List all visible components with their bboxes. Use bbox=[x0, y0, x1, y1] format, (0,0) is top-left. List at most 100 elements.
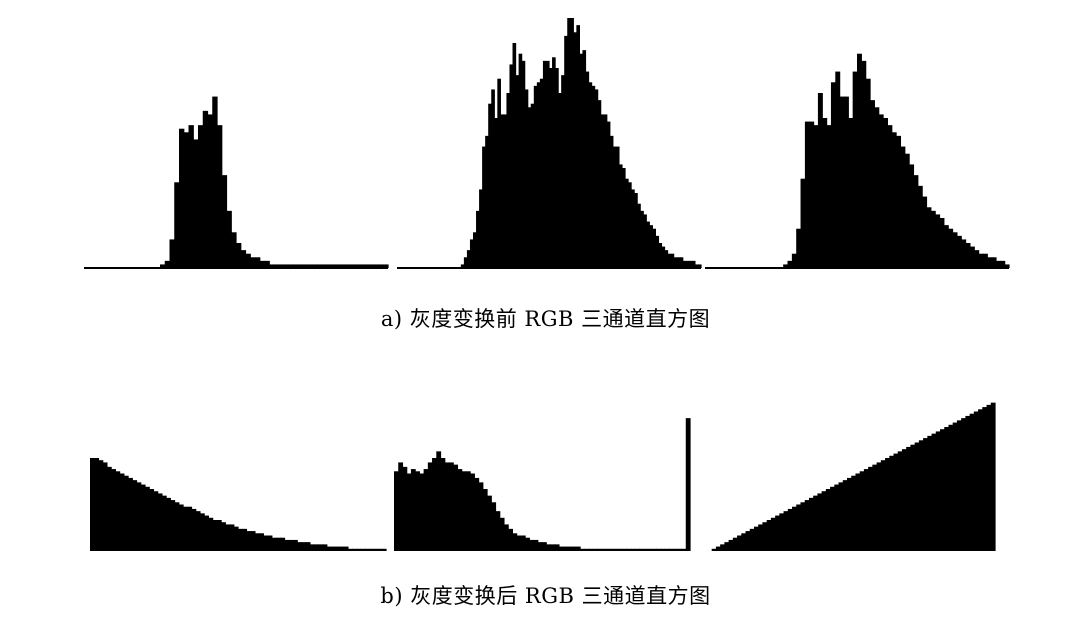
histogram-bar-panel-b-red-69 bbox=[381, 548, 387, 551]
histogram-bar-panel-b-red-9 bbox=[128, 477, 133, 551]
histogram-bar-panel-a-green-42 bbox=[524, 89, 529, 269]
histogram-bar-panel-b-green-32 bbox=[529, 539, 535, 551]
histogram-bar-panel-a-green-30 bbox=[488, 103, 492, 269]
histogram-bar-panel-b-blue-66 bbox=[978, 409, 983, 551]
histogram-bar-panel-a-blue-60 bbox=[965, 243, 971, 268]
histogram-bar-panel-b-green-65 bbox=[668, 548, 674, 551]
histogram-bar-panel-a-green-45 bbox=[533, 85, 538, 268]
histogram-bar-panel-a-green-48 bbox=[542, 60, 547, 268]
histogram-bar-panel-a-red-46 bbox=[302, 264, 308, 268]
histogram-bar-panel-a-red-34 bbox=[245, 253, 251, 268]
histogram-bar-panel-a-blue-29 bbox=[830, 82, 836, 268]
histogram-bar-panel-a-green-38 bbox=[512, 43, 517, 268]
histogram-bar-panel-a-red-45 bbox=[297, 264, 304, 268]
histogram-bar-panel-b-red-23 bbox=[187, 506, 193, 551]
histogram-bar-panel-a-red-17 bbox=[164, 260, 171, 268]
histogram-bar-panel-b-green-17 bbox=[465, 471, 471, 551]
histogram-bar-panel-a-blue-32 bbox=[843, 96, 849, 268]
histogram-bar-panel-b-green-21 bbox=[482, 489, 488, 551]
histogram-bar-panel-b-blue-69 bbox=[990, 402, 996, 551]
histogram-bar-panel-b-green-5 bbox=[415, 471, 420, 551]
histogram-bar-panel-b-green-58 bbox=[639, 548, 645, 551]
histogram-bar-panel-a-green-36 bbox=[506, 93, 511, 268]
histogram-bar-panel-a-blue-67 bbox=[995, 260, 1001, 268]
histogram-bar-panel-b-green-12 bbox=[444, 462, 450, 551]
histogram-bar-panel-a-red-48 bbox=[312, 264, 318, 268]
histogram-bar-panel-b-green-40 bbox=[563, 546, 568, 551]
histogram-bar-panel-b-red-37 bbox=[246, 531, 252, 551]
histogram-bar-panel-a-red-51 bbox=[326, 264, 332, 268]
histogram-bar-panel-a-green-93 bbox=[679, 257, 684, 268]
histogram-bar-panel-b-green-27 bbox=[508, 528, 513, 551]
histogram-bar-panel-b-blue-45 bbox=[889, 455, 895, 551]
histogram-bar-panel-b-green-16 bbox=[461, 471, 467, 551]
histogram-bar-panel-a-blue-41 bbox=[883, 118, 888, 268]
histogram-bar-panel-a-green-72 bbox=[615, 146, 620, 268]
histogram-bar-panel-a-red-22 bbox=[188, 125, 194, 268]
histogram-bar-panel-b-red-15 bbox=[153, 491, 159, 551]
histogram-bar-panel-b-red-11 bbox=[136, 482, 142, 551]
histogram-bar-panel-b-red-46 bbox=[284, 539, 290, 551]
histogram-bar-panel-b-red-68 bbox=[377, 548, 383, 551]
histogram-bar-panel-b-green-8 bbox=[427, 462, 433, 551]
histogram-bar-panel-a-green-62 bbox=[585, 71, 590, 268]
histogram-bar-panel-b-green-30 bbox=[520, 535, 526, 551]
histogram-bar-panel-b-blue-40 bbox=[868, 466, 873, 551]
histogram-bar-panel-b-red-27 bbox=[204, 515, 209, 551]
histogram-bar-panel-b-red-58 bbox=[335, 546, 341, 551]
histogram-bar-panel-a-red-43 bbox=[288, 264, 294, 268]
histogram-bar-panel-b-green-66 bbox=[673, 548, 678, 551]
histogram-bar-panel-b-red-14 bbox=[149, 489, 155, 551]
histogram-bar-panel-b-green-28 bbox=[512, 533, 518, 551]
histogram-bar-panel-a-red-57 bbox=[354, 264, 361, 268]
histogram-bar-panel-b-green-53 bbox=[618, 548, 623, 551]
histogram-bar-panel-a-red-18 bbox=[169, 239, 175, 268]
histogram-bar-panel-a-blue-52 bbox=[930, 210, 936, 268]
histogram-bar-panel-a-green-32 bbox=[494, 118, 498, 268]
histogram-bar-panel-a-green-83 bbox=[649, 225, 653, 268]
histogram-bar-panel-b-blue-39 bbox=[863, 469, 869, 551]
histogram-bar-panel-b-red-39 bbox=[254, 533, 260, 551]
histogram-bar-panel-a-green-59 bbox=[576, 25, 580, 268]
histogram-bar-panel-a-blue-19 bbox=[787, 260, 793, 268]
histogram-bar-panel-b-blue-68 bbox=[986, 404, 992, 551]
histogram-bar-panel-b-green-55 bbox=[626, 548, 632, 551]
histogram-bar-panel-b-green-62 bbox=[656, 548, 661, 551]
histogram-bar-panel-a-green-97 bbox=[691, 260, 696, 268]
histogram-bar-panel-a-blue-62 bbox=[974, 250, 980, 268]
histogram-bar-panel-b-blue-58 bbox=[944, 427, 950, 551]
histogram-bar-panel-a-green-37 bbox=[509, 64, 514, 269]
histogram-bar-panel-a-blue-64 bbox=[982, 253, 988, 268]
histogram-bar-panel-b-green-38 bbox=[554, 544, 560, 551]
histogram-bar-panel-b-red-56 bbox=[326, 546, 332, 551]
histogram-bar-panel-a-red-24 bbox=[198, 125, 204, 268]
histogram-bar-panel-a-blue-44 bbox=[896, 135, 902, 268]
histogram-bar-panel-a-green-23 bbox=[466, 250, 471, 268]
histogram-bar-panel-b-green-64 bbox=[664, 548, 670, 551]
histogram-bar-panel-b-red-22 bbox=[183, 506, 188, 551]
histogram-bar-panel-b-blue-28 bbox=[817, 493, 823, 551]
histogram-bar-panel-b-red-48 bbox=[292, 539, 298, 551]
histogram-bar-panel-a-green-67 bbox=[600, 114, 605, 269]
histogram-bar-panel-a-blue-21 bbox=[796, 228, 802, 268]
histogram-bar-panel-a-green-65 bbox=[594, 89, 599, 269]
panel-b-after-transform bbox=[90, 402, 996, 551]
histogram-bar-panel-b-red-41 bbox=[263, 535, 269, 551]
histogram-bar-panel-a-blue-30 bbox=[835, 71, 841, 268]
histogram-bar-panel-b-red-1 bbox=[94, 458, 100, 551]
histogram-bar-panel-a-green-35 bbox=[503, 114, 508, 269]
histogram-bar-panel-b-green-0 bbox=[394, 471, 399, 551]
histogram-bar-panel-b-blue-11 bbox=[745, 531, 751, 551]
histogram-bar-panel-a-red-60 bbox=[369, 264, 375, 268]
histogram-bar-panel-a-blue-35 bbox=[857, 53, 862, 269]
histogram-bar-panel-b-red-32 bbox=[225, 524, 231, 551]
histogram-bar-panel-b-blue-8 bbox=[732, 537, 738, 551]
histogram-bar-panel-a-blue-59 bbox=[961, 239, 967, 268]
panel-a-before-transform bbox=[84, 18, 1010, 269]
histogram-bar-panel-b-red-18 bbox=[166, 497, 171, 551]
histogram-bar-panel-b-green-31 bbox=[525, 537, 530, 551]
histogram-bar-panel-a-green-54 bbox=[561, 75, 565, 268]
histogram-bar-panel-b-green-61 bbox=[651, 548, 657, 551]
histogram-bar-panel-b-blue-3 bbox=[711, 548, 717, 551]
histogram-bar-panel-a-green-96 bbox=[688, 260, 693, 268]
